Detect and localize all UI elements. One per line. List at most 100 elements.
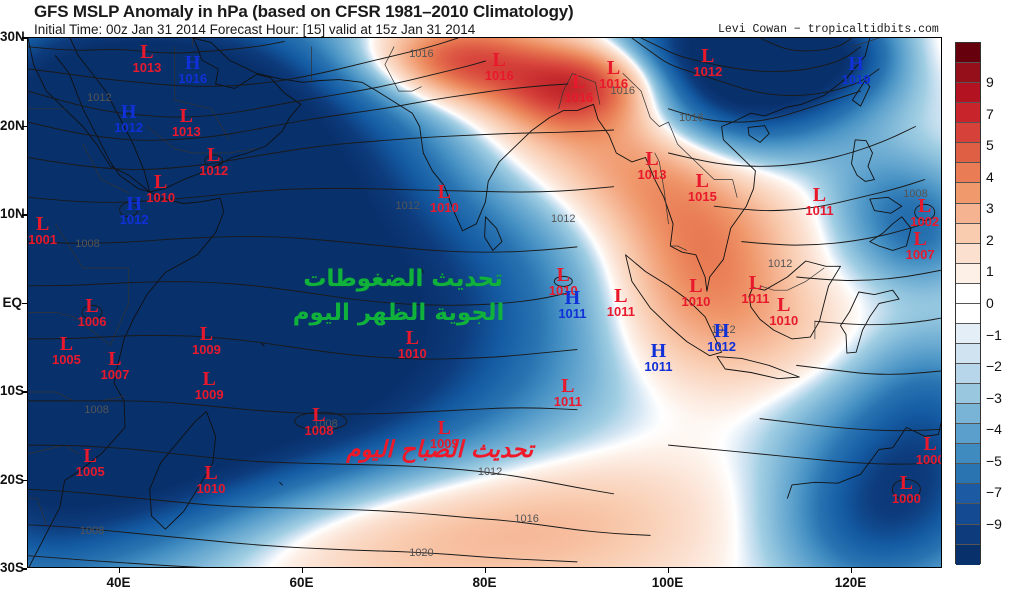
- colorbar-segment: [956, 444, 980, 465]
- pressure-symbol: L: [83, 444, 97, 467]
- latitude-tick-mark: [22, 568, 27, 570]
- pressure-symbol: L: [179, 105, 193, 128]
- isobar-label: 1012: [767, 257, 793, 270]
- credit-attribution: Levi Cowan − tropicaltidbits.com: [718, 23, 939, 36]
- pressure-value: 1010: [681, 293, 711, 309]
- pressure-value: 1019: [841, 71, 871, 87]
- colorbar-tick-label: 0: [986, 295, 994, 311]
- pressure-value: 1009: [191, 341, 221, 357]
- pressure-value: 1012: [693, 63, 723, 79]
- pressure-symbol: L: [606, 57, 621, 80]
- low-pressure-marker: L 1011: [607, 286, 635, 318]
- pressure-symbol: L: [207, 144, 221, 166]
- pressure-value: 1007: [905, 247, 935, 263]
- high-pressure-marker: H 1012: [120, 194, 149, 226]
- longitude-tick-mark: [850, 568, 852, 573]
- forecast-subtitle: Initial Time: 00z Jan 31 2014 Forecast H…: [34, 22, 476, 37]
- colorbar-tick-label: 4: [986, 168, 994, 185]
- pressure-value: 1015: [687, 188, 717, 204]
- longitude-tick-label: 100E: [651, 575, 684, 590]
- low-pressure-marker: L 1009: [195, 369, 224, 401]
- pressure-value: 1005: [51, 352, 81, 368]
- low-pressure-marker: L 1010: [146, 172, 175, 204]
- colorbar-tick-label: −4: [986, 421, 1002, 438]
- pressure-value: 1006: [77, 314, 107, 330]
- pressure-value: 1013: [637, 166, 667, 182]
- pressure-value: 1010: [196, 480, 226, 496]
- pressure-symbol: H: [126, 192, 142, 215]
- longitude-tick-mark: [484, 568, 486, 573]
- colorbar-tick-label: −5: [986, 452, 1002, 469]
- low-pressure-marker: L 1012: [199, 145, 228, 177]
- pressure-symbol: L: [913, 228, 927, 251]
- pressure-symbol: L: [777, 294, 791, 317]
- colorbar-segment: [956, 123, 980, 144]
- low-pressure-marker: L 1015: [688, 171, 717, 203]
- colorbar-tick-label: 1: [986, 263, 994, 280]
- pressure-symbol: L: [614, 284, 628, 307]
- pressure-symbol: L: [59, 333, 74, 356]
- low-pressure-marker: L 1010: [197, 463, 226, 495]
- colorbar-segment: [956, 303, 980, 324]
- low-pressure-marker: L 1005: [76, 446, 105, 478]
- pressure-value: 1007: [100, 367, 130, 383]
- arabic-annotation: تحديث الضغوطات: [303, 265, 503, 292]
- colorbar-segment: [956, 484, 980, 505]
- pressure-symbol: L: [748, 272, 763, 295]
- pressure-value: 1011: [805, 202, 834, 218]
- latitude-tick-mark: [22, 479, 27, 481]
- pressure-symbol: L: [561, 375, 575, 397]
- low-pressure-marker: L 1006: [78, 296, 107, 328]
- colorbar-segment: [956, 283, 980, 304]
- pressure-symbol: L: [199, 322, 214, 345]
- pressure-symbol: H: [564, 286, 581, 309]
- low-pressure-marker: L 1000: [892, 473, 921, 505]
- pressure-symbol: H: [848, 52, 864, 75]
- isobar-label: 1012: [551, 212, 576, 225]
- colorbar-segment: [956, 203, 980, 224]
- pressure-symbol: L: [556, 264, 570, 287]
- pressure-value: 1011: [644, 358, 673, 374]
- latitude-tick-mark: [22, 37, 27, 39]
- map-anomaly-field: [28, 38, 941, 567]
- colorbar-tick-label: −2: [986, 358, 1002, 375]
- pressure-symbol: L: [35, 213, 50, 236]
- isobar-label: 1016: [610, 85, 635, 98]
- low-pressure-marker: L 1009: [192, 324, 221, 356]
- pressure-value: 1016: [564, 90, 594, 106]
- header: GFS MSLP Anomaly in hPa (based on CFSR 1…: [0, 0, 1024, 37]
- pressure-value: 1013: [171, 124, 201, 140]
- latitude-tick-label: 20S: [0, 471, 25, 487]
- pressure-symbol: L: [140, 41, 154, 64]
- pressure-value: 1000: [915, 452, 942, 468]
- longitude-tick-label: 120E: [834, 575, 867, 590]
- latitude-tick-label: 20N: [0, 117, 25, 133]
- colorbar-segment: [956, 63, 980, 84]
- pressure-symbol: L: [689, 274, 703, 297]
- pressure-symbol: L: [108, 348, 122, 371]
- pressure-value: 1016: [484, 68, 514, 84]
- high-pressure-marker: H 1016: [178, 53, 207, 85]
- weather-map[interactable]: 1012 1016 1016 1012 1012 1016 1012 1008 1008 1008…: [27, 37, 942, 568]
- low-pressure-marker: L 1010: [769, 295, 798, 327]
- colorbar[interactable]: [955, 42, 981, 565]
- pressure-value: 1011: [606, 303, 636, 319]
- isobar-label: 1016: [409, 47, 434, 60]
- pressure-symbol: L: [701, 44, 715, 67]
- colorbar-segment: [956, 223, 980, 244]
- colorbar-tick-label: −1: [986, 326, 1002, 343]
- pressure-symbol: L: [695, 169, 710, 192]
- colorbar-segment: [956, 404, 980, 425]
- pressure-symbol: H: [184, 51, 201, 74]
- longitude-tick-label: 40E: [106, 575, 131, 590]
- low-pressure-marker: L 1000: [915, 434, 942, 468]
- pressure-symbol: L: [153, 171, 168, 194]
- colorbar-segment: [956, 243, 980, 264]
- low-pressure-marker: L 1009: [430, 418, 459, 450]
- high-pressure-marker: H 1011: [644, 341, 672, 373]
- low-pressure-marker: L 1016: [485, 50, 514, 82]
- latitude-tick-mark: [22, 125, 27, 127]
- latitude-tick-label: 10S: [0, 383, 25, 398]
- longitude-tick-label: 80E: [472, 575, 497, 590]
- pressure-value: 1002: [910, 214, 940, 230]
